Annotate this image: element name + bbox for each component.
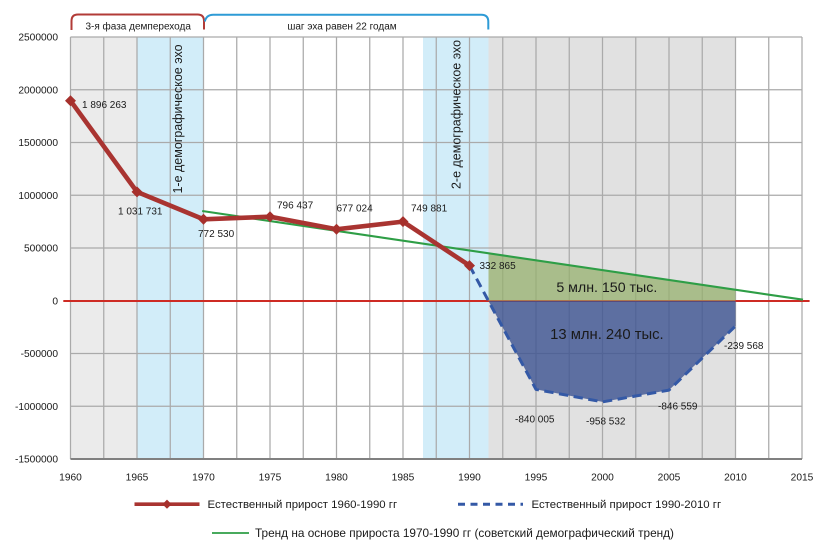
svg-text:1965: 1965 [126, 473, 149, 484]
svg-text:-958 532: -958 532 [586, 417, 626, 428]
svg-text:5 млн. 150 тыс.: 5 млн. 150 тыс. [556, 280, 657, 296]
svg-text:2-е демографическое эхо: 2-е демографическое эхо [449, 40, 463, 189]
svg-text:1975: 1975 [259, 473, 282, 484]
svg-text:Естественный прирост 1960-1990: Естественный прирост 1960-1990 гг [208, 499, 398, 511]
svg-text:1985: 1985 [392, 473, 415, 484]
svg-text:2000000: 2000000 [18, 86, 58, 97]
svg-text:-840 005: -840 005 [515, 415, 555, 426]
svg-text:2010: 2010 [724, 473, 747, 484]
svg-text:677 024: 677 024 [337, 204, 374, 215]
svg-text:0: 0 [52, 297, 58, 308]
svg-text:Естественный прирост 1990-2010: Естественный прирост 1990-2010 гг [532, 499, 722, 511]
svg-text:1960: 1960 [59, 473, 82, 484]
svg-text:1980: 1980 [325, 473, 348, 484]
svg-text:Тренд на основе прироста 1970-: Тренд на основе прироста 1970-1990 гг (с… [255, 526, 674, 540]
svg-text:772 530: 772 530 [198, 229, 235, 240]
svg-text:2015: 2015 [791, 473, 814, 484]
svg-text:2005: 2005 [658, 473, 681, 484]
svg-text:2000: 2000 [591, 473, 614, 484]
svg-text:1000000: 1000000 [18, 191, 58, 202]
svg-text:1995: 1995 [525, 473, 548, 484]
svg-text:1-е демографическое эхо: 1-е демографическое эхо [171, 44, 185, 193]
svg-text:1 896 263: 1 896 263 [82, 100, 127, 111]
svg-text:3-я фаза демперехода: 3-я фаза демперехода [85, 21, 191, 33]
svg-text:1970: 1970 [192, 473, 215, 484]
svg-text:-1000000: -1000000 [15, 402, 58, 413]
svg-text:749 881: 749 881 [411, 204, 448, 215]
svg-text:796 437: 796 437 [277, 201, 314, 212]
svg-text:1500000: 1500000 [18, 138, 58, 149]
svg-text:-239 568: -239 568 [724, 341, 764, 352]
svg-text:1 031 731: 1 031 731 [118, 207, 163, 218]
svg-text:2500000: 2500000 [18, 33, 58, 44]
svg-text:332 865: 332 865 [480, 261, 517, 272]
svg-text:-846 559: -846 559 [658, 402, 698, 413]
svg-text:-500000: -500000 [21, 349, 59, 360]
svg-text:13 млн. 240 тыс.: 13 млн. 240 тыс. [550, 327, 664, 343]
svg-text:500000: 500000 [24, 244, 58, 255]
svg-text:1990: 1990 [458, 473, 481, 484]
svg-text:-1500000: -1500000 [15, 455, 58, 466]
svg-text:шаг эха равен 22 годам: шаг эха равен 22 годам [287, 22, 396, 33]
